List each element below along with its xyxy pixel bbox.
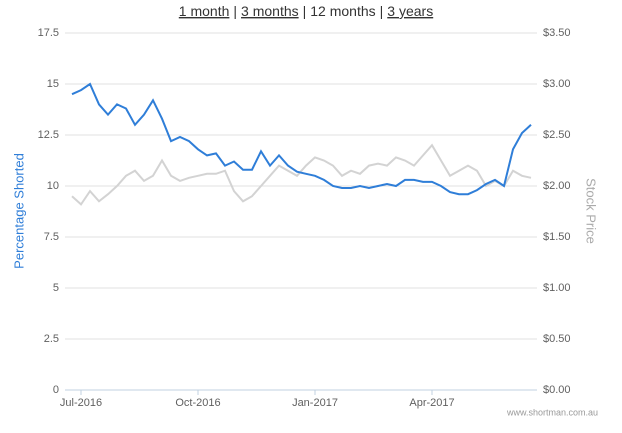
range-link[interactable]: 1 month (179, 3, 230, 19)
x-tick-label: Oct-2016 (175, 397, 220, 409)
y-tick-label: 0 (53, 384, 59, 396)
y2-tick-label: $0.50 (543, 333, 571, 345)
range-link[interactable]: 3 years (387, 3, 433, 19)
y-tick-label: 7.5 (44, 231, 59, 243)
series-line (71, 82, 532, 196)
y-tick-label: 17.5 (38, 27, 59, 39)
y-tick-label: 12.5 (38, 129, 59, 141)
range-link[interactable]: 3 months (241, 3, 299, 19)
x-tick-label: Jul-2016 (60, 397, 102, 409)
y-tick-label: 10 (47, 180, 59, 192)
y-axis-title: Percentage Shorted (11, 153, 26, 269)
credit: www.shortman.com.au (506, 407, 598, 417)
y2-tick-label: $0.00 (543, 384, 571, 396)
separator: | (303, 3, 307, 19)
y2-tick-label: $3.50 (543, 27, 571, 39)
y2-tick-label: $3.00 (543, 78, 571, 90)
y2-tick-label: $2.00 (543, 180, 571, 192)
separator: | (380, 3, 384, 19)
series-line (71, 143, 532, 206)
y2-axis-title: Stock Price (584, 178, 599, 244)
y2-tick-label: $1.00 (543, 282, 571, 294)
separator: | (233, 3, 237, 19)
x-tick-label: Jan-2017 (292, 397, 338, 409)
y-tick-label: 2.5 (44, 333, 59, 345)
y-tick-label: 5 (53, 282, 59, 294)
y2-tick-label: $2.50 (543, 129, 571, 141)
y-tick-label: 15 (47, 78, 59, 90)
range-nav: 1 month | 3 months | 12 months | 3 years (179, 3, 433, 19)
y2-tick-label: $1.50 (543, 231, 571, 243)
range-link[interactable]: 12 months (310, 3, 375, 19)
x-tick-label: Apr-2017 (409, 397, 454, 409)
